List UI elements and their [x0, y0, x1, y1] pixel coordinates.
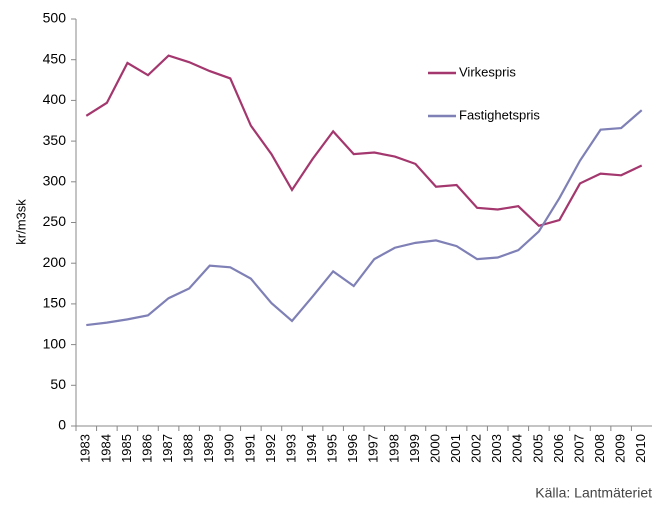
- x-tick-label: 1998: [386, 434, 401, 463]
- x-tick-label: 1983: [78, 434, 93, 463]
- x-tick-label: 2005: [530, 434, 545, 463]
- y-tick-label: 450: [43, 50, 67, 66]
- x-tick-label: 1990: [222, 434, 237, 463]
- x-tick-label: 1984: [98, 434, 113, 463]
- x-tick-label: 2006: [551, 434, 566, 463]
- x-tick-label: 2002: [469, 434, 484, 463]
- x-tick-label: 1996: [345, 434, 360, 463]
- y-tick-label: 50: [50, 376, 66, 392]
- x-tick-label: 1999: [407, 434, 422, 463]
- x-tick-label: 1997: [366, 434, 381, 463]
- x-tick-label: 2004: [510, 434, 525, 463]
- legend-label: Fastighetspris: [459, 107, 540, 122]
- y-tick-label: 0: [58, 417, 66, 433]
- y-tick-label: 200: [43, 254, 67, 270]
- y-tick-label: 300: [43, 173, 67, 189]
- x-tick-label: 2001: [448, 434, 463, 463]
- legend-label: Virkespris: [459, 64, 516, 79]
- x-tick-label: 1989: [201, 434, 216, 463]
- x-tick-label: 2003: [489, 434, 504, 463]
- series-line: [85, 54, 643, 227]
- y-tick-label: 500: [43, 10, 67, 26]
- source: Källa: Lantmäteriet: [535, 485, 652, 501]
- x-tick-label: 1995: [325, 434, 340, 463]
- x-tick-label: 1991: [242, 434, 257, 463]
- x-tick-label: 1992: [263, 434, 278, 463]
- x-tick-label: 1987: [160, 434, 175, 463]
- x-tick-label: 2010: [633, 434, 648, 463]
- y-tick-label: 350: [43, 132, 67, 148]
- y-tick-label: 400: [43, 91, 67, 107]
- x-tick-label: 2000: [427, 434, 442, 463]
- y-tick-label: 100: [43, 335, 67, 351]
- y-tick-label: 250: [43, 213, 67, 229]
- x-tick-label: 2009: [613, 434, 628, 463]
- x-tick-label: 1988: [181, 434, 196, 463]
- y-tick-label: 150: [43, 295, 67, 311]
- x-tick-label: 1985: [119, 434, 134, 463]
- x-tick-label: 1986: [139, 434, 154, 463]
- x-tick-label: 2007: [571, 434, 586, 463]
- x-tick-label: 2008: [592, 434, 607, 463]
- x-tick-label: 1993: [283, 434, 298, 463]
- x-tick-label: 1994: [304, 434, 319, 463]
- y-axis-label: kr/m3sk: [13, 199, 28, 245]
- series-line: [86, 109, 643, 327]
